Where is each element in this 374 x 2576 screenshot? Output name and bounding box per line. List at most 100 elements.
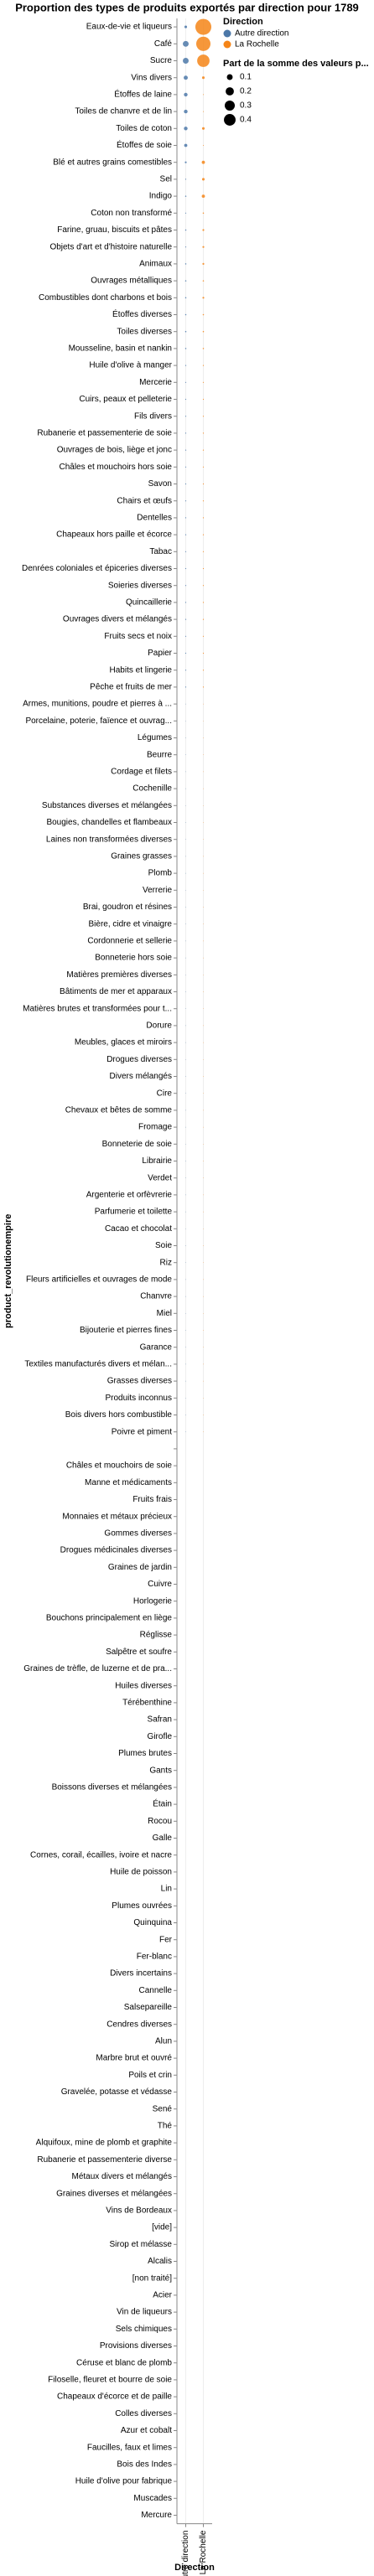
y-tick-label: Ouvrages de bois, liège et jonc: [57, 446, 172, 455]
bubble: [185, 1058, 186, 1060]
y-tick-label: Matières brutes et transformées pour t..…: [23, 1004, 172, 1013]
y-tick-label: Vins divers: [131, 73, 172, 82]
size-legend-title: Part de la somme des valeurs p...: [223, 59, 369, 69]
y-tick-label: Sené: [153, 2104, 173, 2113]
y-tick-label: Chapeaux hors paille et écorce: [56, 530, 172, 540]
y-tick-label: Toiles de coton: [116, 124, 172, 133]
y-tick-label: [non traité]: [132, 2273, 172, 2283]
bubble: [185, 907, 186, 908]
y-tick-label: Cuirs, peaux et pelleterie: [79, 395, 172, 404]
y-tick-label: Chanvre: [140, 1292, 172, 1301]
y-tick-label: Cochenille: [132, 784, 172, 794]
bubble: [203, 1296, 204, 1297]
bubble: [183, 40, 189, 47]
y-tick-label: Boissons diverses et mélangées: [52, 1783, 172, 1792]
bubble: [184, 602, 187, 603]
y-tick-label: Marbre brut et ouvré: [96, 2054, 172, 2063]
bubble: [184, 280, 187, 282]
y-tick-label: Argenterie et orfèvrerie: [86, 1191, 173, 1200]
bubble: [184, 263, 187, 265]
bubble: [185, 1330, 186, 1331]
y-tick-label: Soieries diverses: [108, 581, 172, 590]
x-tick-label: Autre direction: [181, 2531, 190, 2576]
bubble: [203, 145, 204, 146]
bubble: [185, 1431, 186, 1433]
bubble: [203, 923, 204, 925]
y-tick-label: Habits et lingerie: [110, 665, 173, 675]
bubble: [202, 618, 205, 620]
y-tick-label: Café: [154, 39, 173, 49]
y-tick-label: Denrées coloniales et épiceries diverses: [22, 564, 172, 573]
bubble: [184, 398, 187, 401]
bubble: [185, 1093, 186, 1094]
y-tick-label: Sirop et mélasse: [110, 2240, 173, 2249]
bubble: [185, 771, 186, 773]
bubble: [185, 1296, 186, 1297]
y-tick-label: Salsepareille: [124, 2003, 173, 2012]
bubble: [202, 330, 205, 333]
size-legend-circle: [224, 114, 236, 126]
y-tick-label: Faucilles, faux et limes: [87, 2443, 172, 2452]
bubble: [201, 178, 205, 181]
y-tick-label: Huiles diverses: [115, 1681, 172, 1690]
y-tick-label: Coton non transformé: [91, 209, 172, 218]
size-legend-circle: [226, 87, 234, 96]
bubble: [203, 1177, 204, 1179]
y-tick-label: Étoffes de laine: [114, 89, 172, 100]
y-tick-label: Thé: [158, 2122, 173, 2131]
y-tick-label: Chairs et œufs: [117, 496, 172, 505]
bubble: [184, 161, 187, 163]
y-tick-label: Sels chimiques: [116, 2325, 172, 2334]
y-tick-label: Combustibles dont charbons et bois: [39, 293, 172, 303]
bubble: [203, 1008, 204, 1010]
y-tick-label: Pêche et fruits de mer: [90, 683, 172, 692]
bubble: [185, 1025, 186, 1027]
y-tick-label: Matières premières diverses: [66, 970, 172, 980]
bubble: [203, 1058, 204, 1060]
bubble: [203, 872, 204, 874]
y-tick-label: Sel: [160, 175, 172, 184]
y-tick-label: Laines non transformées diverses: [46, 835, 172, 844]
y-tick-label: Ouvrages métalliques: [91, 277, 172, 286]
y-tick-label: Lin: [161, 1885, 172, 1894]
y-tick-label: Huile d'olive à manger: [89, 361, 172, 370]
x-axis-title: Direction: [174, 2563, 215, 2573]
bubble: [202, 280, 205, 282]
bubble: [202, 602, 205, 603]
y-tick-label: Rubanerie et passementerie de soie: [37, 429, 172, 438]
bubble: [185, 940, 186, 942]
bubble: [203, 1126, 204, 1128]
y-tick-label: Alun: [155, 2037, 172, 2046]
size-legend-label: 0.3: [240, 101, 252, 111]
bubble: [184, 652, 187, 654]
y-tick-label: Colles diverses: [115, 2409, 172, 2418]
bubble: [184, 618, 187, 620]
bubble: [185, 872, 186, 874]
y-tick-label: Bougies, chandelles et flambeaux: [46, 818, 172, 827]
y-tick-label: Graines grasses: [111, 852, 172, 861]
y-tick-label: Librairie: [142, 1156, 172, 1166]
bubble: [184, 551, 187, 552]
bubble: [202, 246, 205, 248]
bubble: [185, 1363, 186, 1365]
y-tick-label: Alquifoux, mine de plomb et graphite: [36, 2139, 173, 2148]
bubble: [185, 1042, 186, 1043]
bubble: [201, 127, 205, 130]
bubble: [185, 856, 186, 857]
y-tick-label: Alcalis: [148, 2257, 172, 2266]
bubble: [184, 178, 187, 180]
bubble: [203, 771, 204, 773]
y-tick-label: Provisions diverses: [100, 2341, 172, 2351]
bubble: [201, 76, 205, 80]
bubble: [185, 1380, 186, 1382]
y-tick-label: Réglisse: [140, 1631, 173, 1640]
y-tick-label: Légumes: [138, 733, 172, 742]
bubble: [203, 1194, 204, 1196]
y-tick-label: Bière, cidre et vinaigre: [89, 919, 173, 928]
y-tick-label: Chevaux et bêtes de somme: [65, 1106, 173, 1115]
y-tick-label: Bois des Indes: [117, 2460, 172, 2470]
bubble: [202, 348, 205, 349]
y-tick-label: [vide]: [152, 2223, 172, 2232]
bubble: [202, 398, 205, 401]
